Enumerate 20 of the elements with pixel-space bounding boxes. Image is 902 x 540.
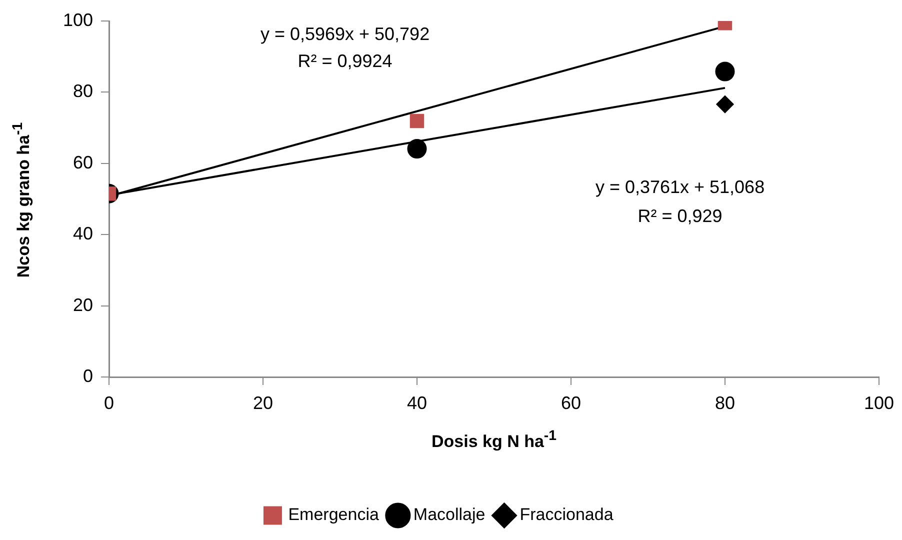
y-tick-label: 80 — [72, 81, 93, 102]
y-tick-label: 20 — [72, 294, 93, 315]
x-axis-title: Dosis kg N ha$^{-1}$ — [431, 428, 557, 452]
annotation: R² = 0,929 — [638, 206, 722, 226]
x-tick-label: 0 — [104, 392, 114, 413]
y-tick-label: 100 — [62, 10, 93, 30]
annotation: R² = 0,9924 — [298, 50, 392, 71]
y-tick-label: 40 — [72, 224, 93, 244]
y-tick-label: 60 — [72, 152, 93, 172]
x-tick-label: 60 — [560, 392, 582, 413]
legend-label: Macollaje — [413, 505, 486, 524]
annotation: y = 0,5969x + 50,792 — [260, 24, 430, 44]
x-tick-label: 40 — [406, 392, 428, 413]
legend-label: Emergencia — [288, 505, 380, 524]
legend-label: Fraccionada — [520, 505, 614, 524]
x-tick-label: 80 — [714, 392, 736, 413]
x-tick-label: 100 — [864, 392, 894, 413]
y-tick-label: 0 — [82, 366, 93, 386]
annotation: y = 0,3761x + 51,068 — [595, 176, 765, 197]
x-tick-label: 20 — [252, 392, 274, 413]
